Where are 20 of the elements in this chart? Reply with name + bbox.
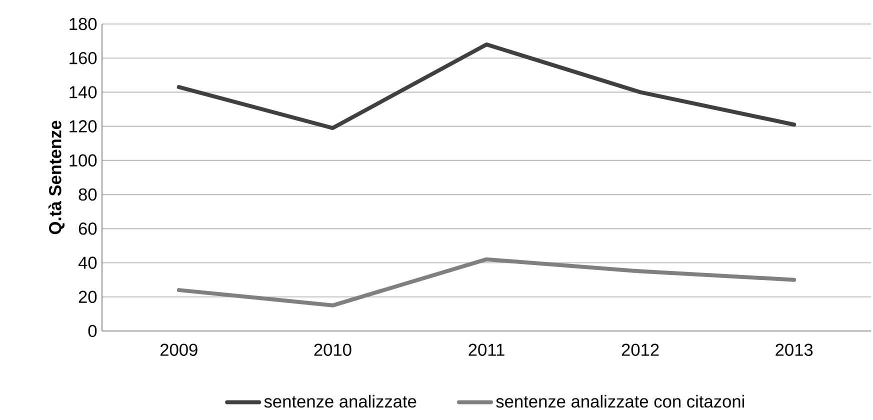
y-tick-label: 140 (70, 86, 97, 98)
legend-label: sentenze analizzate con citazoni (496, 394, 744, 408)
x-tick-label: 2012 (622, 344, 659, 356)
y-tick-label: 40 (78, 256, 97, 269)
y-tick-label: 80 (78, 188, 97, 201)
y-tick-label: 100 (70, 154, 97, 167)
y-tick-label: 120 (70, 120, 97, 132)
y-tick-label: 20 (78, 290, 97, 304)
x-tick-label: 2010 (314, 344, 352, 356)
y-tick-label: 160 (70, 52, 97, 64)
y-tick-label: 180 (70, 18, 97, 30)
legend-label: sentenze analizzate (264, 394, 416, 408)
x-tick-label: 2011 (468, 344, 504, 356)
y-tick-label: 0 (88, 324, 97, 338)
x-tick-label: 2009 (160, 344, 198, 356)
x-tick-label: 2013 (776, 344, 813, 356)
y-tick-label: 60 (78, 222, 97, 235)
line-series (176, 42, 796, 130)
y-axis-title: Q.tà Sentenze (48, 120, 65, 234)
line-series (176, 257, 796, 308)
